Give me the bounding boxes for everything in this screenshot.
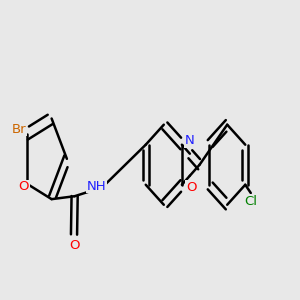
Text: O: O (186, 181, 196, 194)
Text: Br: Br (12, 123, 27, 136)
Text: O: O (19, 180, 29, 193)
Text: O: O (69, 238, 79, 252)
Text: NH: NH (87, 180, 106, 193)
Text: N: N (184, 134, 194, 147)
Text: Cl: Cl (244, 195, 257, 208)
